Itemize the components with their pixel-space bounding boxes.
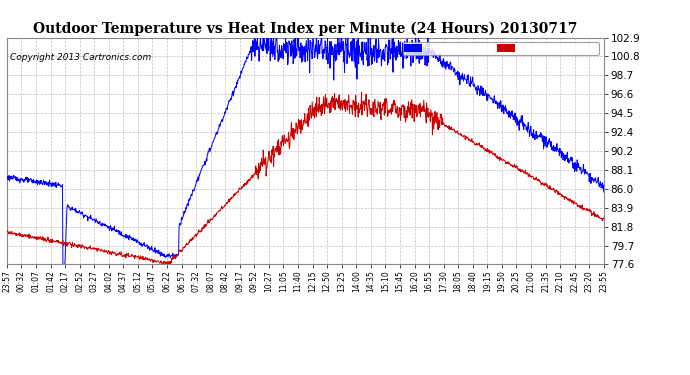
Text: Copyright 2013 Cartronics.com: Copyright 2013 Cartronics.com bbox=[10, 53, 151, 62]
Title: Outdoor Temperature vs Heat Index per Minute (24 Hours) 20130717: Outdoor Temperature vs Heat Index per Mi… bbox=[33, 22, 578, 36]
Legend: Heat Index  (°F), Temperature  (°F): Heat Index (°F), Temperature (°F) bbox=[402, 42, 599, 55]
